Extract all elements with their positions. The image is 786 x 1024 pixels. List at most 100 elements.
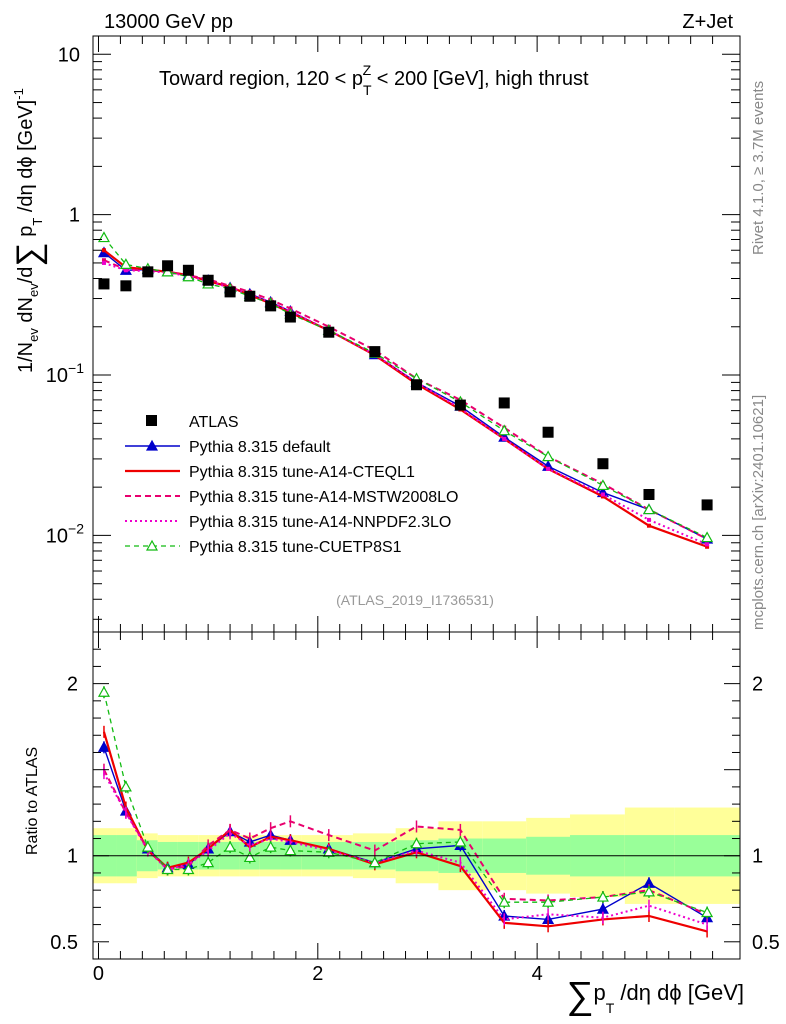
y-tick-label-ratio: 0.5 [50,932,78,954]
y-tick-label-main: 10 [58,44,80,66]
marker-ratio [161,863,174,875]
y-axis-ratio-label: Ratio to ATLAS [24,747,41,855]
x-axis-label: ∑pT /dη dϕ [GeV] [566,975,744,1017]
legend-marker [145,539,159,551]
legend-marker [146,415,157,426]
marker-main [642,503,656,515]
legend-entry-cteql1: Pythia 8.315 tune-A14-CTEQL1 [125,464,415,481]
y-tick-label-ratio-right: 0.5 [752,932,780,954]
marker-main [701,531,714,543]
y-tick-label-ratio-right: 1 [752,846,763,868]
y-tick-label-ratio: 2 [67,674,78,696]
marker-main [646,523,651,528]
marker-main [101,258,106,263]
marker-ratio [119,780,132,792]
y-axis-main-label: 1/Nev dNev/d∑ pT /dη dϕ [GeV]-1 [10,88,48,373]
side-text-rivet: Rivet 4.1.0, ≥ 3.7M events [750,81,767,255]
marker-ratio [264,840,277,852]
marker-ratio [284,844,297,856]
marker-main [542,450,555,462]
legend-label: Pythia 8.315 tune-A14-MSTW2008LO [189,489,458,506]
marker-main [705,544,710,549]
marker-main [600,492,605,497]
marker-ratio [410,837,423,849]
legend-entry-atlas: ATLAS [146,414,239,431]
atlas-data-points [98,260,713,511]
marker-ratio [182,863,195,875]
atlas-point [182,264,194,276]
legend-label: Pythia 8.315 tune-A14-NNPDF2.3LO [189,514,451,531]
legend-label: Pythia 8.315 default [189,439,331,456]
ratio-panel-frame [92,631,741,960]
atlas-point [244,290,256,302]
marker-main [123,268,128,273]
marker-ratio [141,840,154,852]
marker-ratio [224,840,237,852]
marker-ratio [542,895,555,907]
marker-ratio [97,741,110,752]
marker-main [97,231,110,243]
atlas-point [597,458,609,470]
y-tick-label-main: 10−1 [46,360,84,387]
marker-main [119,258,132,269]
atlas-point [411,379,422,391]
marker-main [161,265,174,277]
x-tick-label: 2 [312,963,323,985]
marker-ratio [454,835,467,847]
legend: ATLAS Pythia 8.315 default Pythia 8.315 tu… [125,414,458,556]
marker-ratio [368,856,381,868]
side-text-mcplots: mcplots.cern.ch [arXiv:2401.10621] [750,395,767,630]
marker-main [498,424,511,436]
atlas-point [202,274,214,286]
marker-ratio [701,906,714,918]
y-tick-label-main: 10−2 [46,520,84,547]
axis-ticks: 10 1 10−1 10−2 2 2 1 1 0.5 0.5 0 2 4 [46,36,780,985]
plot-title: Toward region, 120 < pTZ < 200 [GeV], hi… [159,62,589,98]
y-tick-label-main: 1 [69,205,80,227]
atlas-point [284,311,296,323]
atlas-point [369,346,381,358]
atlas-point [542,426,554,438]
atlas-point [162,260,174,272]
atlas-point [323,326,335,338]
legend-label: Pythia 8.315 tune-A14-CTEQL1 [189,464,415,481]
legend-marker [145,439,159,451]
marker-main [596,479,609,491]
marker-ratio [97,686,110,697]
mc-curves [97,231,714,938]
x-tick-label: 4 [532,963,543,985]
atlas-point [701,499,713,511]
marker-main [101,248,106,253]
atlas-point [98,278,110,290]
legend-entry-mstw: Pythia 8.315 tune-A14-MSTW2008LO [125,489,458,506]
atlas-point [224,286,236,298]
legend-entry-default: Pythia 8.315 default [125,439,331,456]
marker-main [546,466,551,471]
legend-entry-nnpdf: Pythia 8.315 tune-A14-NNPDF2.3LO [125,514,451,531]
legend-label: Pythia 8.315 tune-CUETP8S1 [189,539,402,556]
marker-ratio [596,890,609,902]
atlas-point [498,397,510,409]
y-tick-label-ratio: 1 [67,846,78,868]
atlas-point [643,488,655,500]
legend-entry-cuetp: Pythia 8.315 tune-CUETP8S1 [125,539,402,556]
y-tick-label-ratio-right: 2 [752,674,763,696]
marker-main [502,436,507,441]
marker-ratio [498,895,511,907]
marker-ratio [642,885,656,897]
marker-ratio [243,851,256,863]
marker-main [101,260,106,265]
marker-ratio [202,856,215,868]
marker-main [182,270,195,282]
atlas-point [142,266,154,278]
atlas-point [454,399,466,411]
x-tick-label: 0 [93,963,104,985]
legend-label: ATLAS [189,414,239,431]
atlas-point [265,300,277,312]
header-right: Z+Jet [682,11,733,33]
marker-ratio [322,846,335,857]
analysis-tag: (ATLAS_2019_I1736531) [336,592,494,608]
atlas-point [120,280,132,292]
marker-main [646,517,651,522]
